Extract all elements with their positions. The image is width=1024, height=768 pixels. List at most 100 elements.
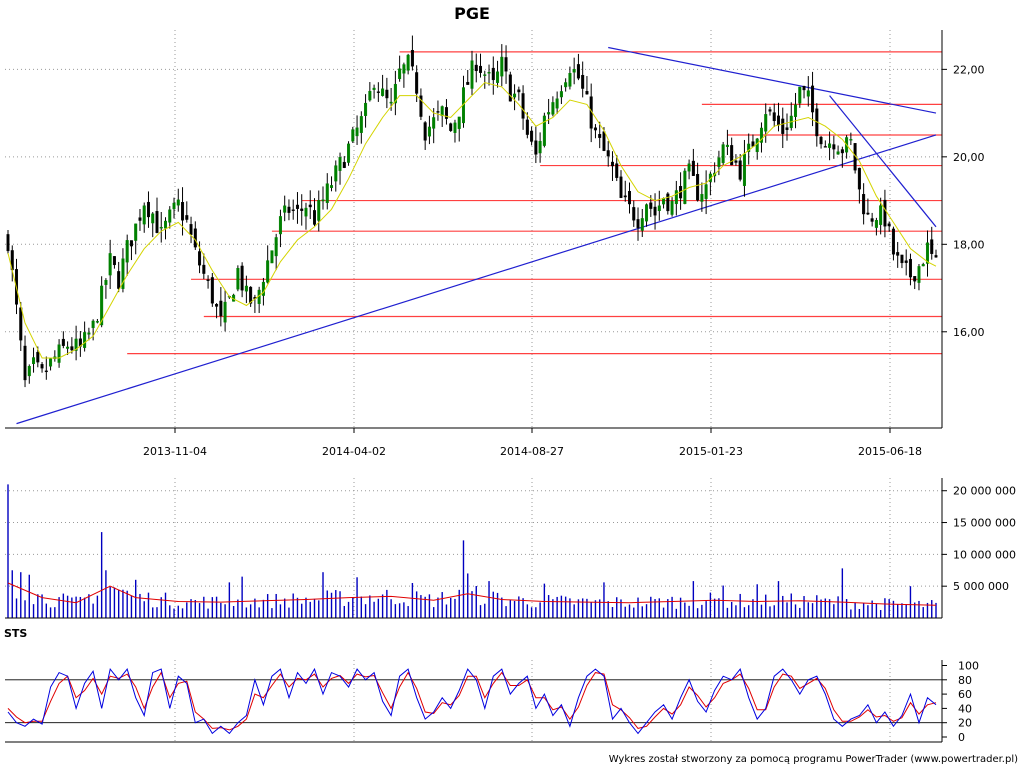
price-candle: [419, 88, 423, 121]
price-candle: [883, 189, 887, 238]
candle-body: [913, 276, 917, 282]
price-candle: [70, 337, 74, 354]
x-tick-label: 2014-04-02: [322, 445, 386, 458]
candle-body: [513, 93, 517, 98]
candle-body: [730, 145, 734, 166]
trendlines: [16, 46, 937, 425]
candle-body: [129, 240, 133, 247]
chart-title: PGE: [454, 4, 490, 23]
price-candle: [466, 69, 470, 85]
trendline: [16, 134, 937, 425]
candle-body: [704, 184, 708, 199]
x-tick-label: 2013-11-04: [143, 445, 207, 458]
candle-body: [347, 143, 351, 163]
price-candle: [219, 287, 223, 327]
candle-body: [645, 204, 649, 222]
price-candle: [521, 85, 525, 130]
price-candle: [364, 94, 368, 128]
price-candle: [479, 53, 483, 78]
price-candle: [534, 126, 538, 164]
price-candle: [870, 212, 874, 227]
candle-body: [108, 253, 112, 276]
candle-body: [457, 116, 461, 129]
price-candle: [853, 143, 857, 174]
price-candle: [402, 62, 406, 88]
price-candle: [146, 191, 150, 228]
price-candle: [159, 211, 163, 243]
candle-body: [342, 161, 346, 168]
candle-body: [836, 151, 840, 155]
candle-body: [368, 90, 372, 101]
price-candle: [249, 286, 253, 307]
price-candle: [653, 193, 657, 230]
price-candle: [904, 249, 908, 276]
price-candle: [730, 137, 734, 166]
price-candle: [581, 61, 585, 98]
candle-body: [402, 64, 406, 74]
price-candle: [721, 141, 725, 166]
candle-body: [828, 143, 832, 148]
price-candle: [308, 190, 312, 219]
price-candle: [755, 137, 759, 160]
price-candle: [674, 180, 678, 216]
candle-body: [278, 216, 282, 235]
support-resistance-lines: [127, 51, 942, 355]
candle-body: [381, 88, 385, 96]
price-candle: [129, 240, 133, 261]
volume-grid: [5, 478, 942, 618]
candle-body: [798, 86, 802, 104]
candle-body: [351, 129, 355, 142]
candle-body: [266, 260, 270, 283]
price-candle: [66, 341, 70, 356]
price-candle: [568, 66, 572, 90]
candle-body: [274, 237, 278, 257]
candle-body: [623, 195, 627, 198]
price-candle: [57, 339, 61, 368]
price-candle: [508, 71, 512, 102]
price-candle: [496, 60, 500, 88]
price-candle: [23, 335, 27, 388]
candle-body: [794, 104, 798, 117]
candle-body: [330, 185, 334, 188]
candle-body: [657, 205, 661, 212]
price-candle: [151, 212, 155, 238]
price-candle: [376, 82, 380, 102]
price-candle: [551, 96, 555, 117]
price-candle: [134, 223, 138, 255]
candle-body: [32, 357, 36, 365]
candle-body: [406, 54, 410, 71]
candle-body: [840, 149, 844, 154]
price-candle: [240, 262, 244, 298]
candle-body: [521, 93, 525, 119]
price-candle: [887, 221, 891, 232]
candle-body: [768, 109, 772, 112]
volume-y-tick-label: 15 000 000: [953, 517, 1016, 530]
price-candle: [355, 115, 359, 145]
x-tick-label: 2015-06-18: [858, 445, 922, 458]
candle-body: [87, 332, 91, 335]
candle-body: [334, 165, 338, 182]
volume-y-tick-label: 5 000 000: [953, 580, 1009, 593]
price-candle: [449, 122, 453, 132]
candle-body: [508, 74, 512, 102]
price-candle: [828, 131, 832, 161]
candle-body: [593, 127, 597, 131]
candle-body: [389, 101, 393, 104]
price-candle: [372, 84, 376, 99]
candle-body: [240, 265, 244, 291]
candle-body: [19, 307, 23, 341]
price-candle: [619, 170, 623, 199]
candle-body: [474, 64, 478, 72]
candle-body: [581, 74, 585, 89]
candle-body: [142, 205, 146, 225]
price-candle: [270, 250, 274, 264]
candle-body: [653, 206, 657, 216]
candle-body: [930, 239, 934, 254]
candle-body: [542, 115, 546, 146]
candle-body: [896, 252, 900, 256]
price-candle: [785, 113, 789, 141]
price-candle: [398, 55, 402, 82]
candle-body: [934, 255, 938, 258]
candle-body: [308, 204, 312, 208]
